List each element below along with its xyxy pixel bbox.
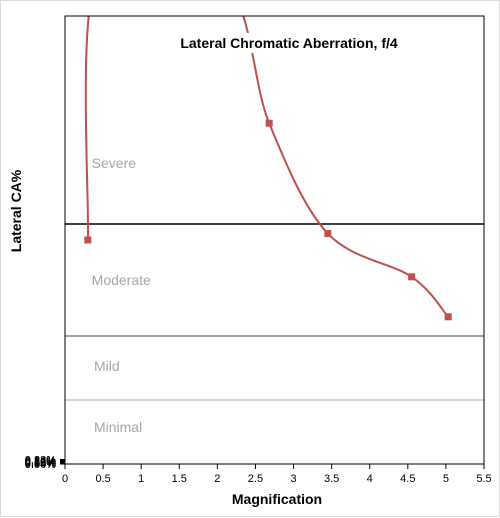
x-tick-label: 5 — [443, 473, 449, 485]
y-tick-label: 0.08% — [25, 458, 56, 470]
ticks-layer: 0 0.5 1 1.5 2 2.5 3 3.5 4 4.5 5 5.5 0.00%0.04%0.08%0… — [25, 455, 492, 485]
y-axis-title: Lateral CA% — [8, 169, 24, 252]
series-line-0 — [84, 16, 449, 318]
zone-label-minimal: Minimal — [94, 419, 142, 435]
data-point-5 — [408, 273, 416, 281]
x-tick-label: 4 — [367, 473, 373, 485]
y-tick-label: 0.00% — [25, 459, 56, 471]
zone-label-severe: Severe — [92, 155, 137, 171]
y-tick-label: 0.16% — [25, 456, 56, 468]
x-tick-label: 2.5 — [248, 473, 263, 485]
chart-title-background — [176, 33, 402, 53]
y-tick-label: 0.24% — [25, 455, 56, 467]
plot-layer: Severe Moderate Mild Minimal — [65, 16, 484, 435]
x-tick-label: 1 — [138, 473, 144, 485]
data-point-0 — [84, 236, 92, 244]
x-tick-label: 4.5 — [400, 473, 415, 485]
zone-label-mild: Mild — [94, 358, 120, 374]
x-tick-label: 5.5 — [476, 473, 491, 485]
x-tick-label: 3.5 — [324, 473, 339, 485]
data-point-4 — [324, 230, 332, 238]
x-axis-title: Magnification — [232, 491, 322, 507]
x-tick-label: 1.5 — [172, 473, 187, 485]
y-tick-label: 0.20% — [25, 456, 56, 468]
y-tick-label: 0.12% — [25, 457, 56, 469]
x-tick-label: 0.5 — [95, 473, 110, 485]
chart-title: Lateral Chromatic Aberration, f/4 — [180, 35, 398, 51]
y-tick-label: 0.28% — [25, 455, 56, 467]
x-tick-label: 2 — [214, 473, 220, 485]
x-tick-label: 0 — [62, 473, 68, 485]
zone-label-moderate: Moderate — [92, 272, 151, 288]
y-tick-label: 0.04% — [25, 458, 56, 470]
data-point-3 — [265, 119, 273, 127]
data-point-6 — [444, 313, 452, 321]
x-tick-label: 3 — [290, 473, 296, 485]
plot-area-frame — [64, 15, 485, 465]
